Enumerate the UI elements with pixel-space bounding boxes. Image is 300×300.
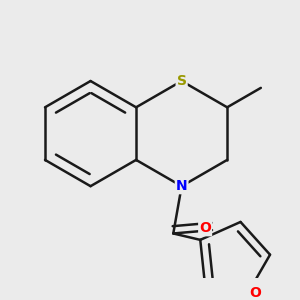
Text: N: N	[176, 179, 188, 193]
Text: O: O	[199, 221, 211, 235]
Text: O: O	[249, 286, 261, 300]
Text: S: S	[177, 74, 187, 88]
